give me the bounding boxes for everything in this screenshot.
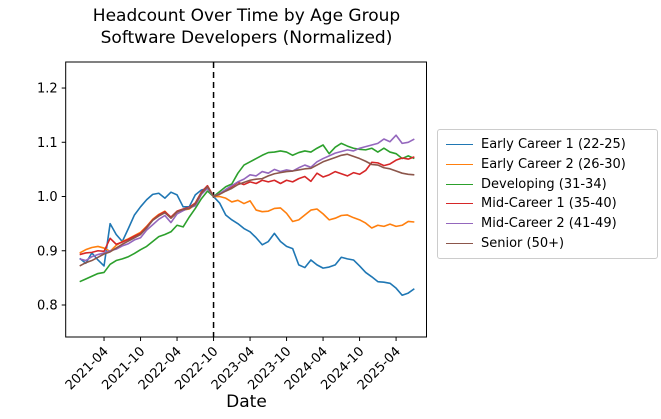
x-axis-label: Date [226, 392, 267, 412]
legend-item-1: Early Career 1 (22-25) [446, 135, 649, 155]
legend-label: Mid-Career 1 (35-40) [481, 196, 617, 212]
series-line-6 [79, 153, 415, 267]
y-tick-label: 0.8 [37, 298, 58, 313]
legend-label: Early Career 1 (22-25) [481, 137, 626, 153]
legend-item-4: Mid-Career 1 (35-40) [446, 194, 649, 214]
legend-item-2: Early Career 2 (26-30) [446, 155, 649, 175]
legend-item-5: Mid-Career 2 (41-49) [446, 214, 649, 234]
y-tick-label: 1.2 [37, 82, 58, 97]
legend-line-sample [446, 164, 473, 166]
chart-title: Headcount Over Time by Age Group Softwar… [66, 5, 427, 49]
legend-line-sample [446, 223, 473, 225]
legend-line-sample [446, 144, 473, 146]
legend-line-sample [446, 183, 473, 185]
legend-label: Mid-Career 2 (41-49) [481, 216, 617, 232]
series-line-4 [79, 156, 415, 256]
legend: Early Career 1 (22-25) Early Career 2 (26… [437, 129, 658, 260]
axes-spines [65, 61, 427, 338]
legend-label: Senior (50+) [481, 235, 565, 251]
y-tick-label: 1.1 [37, 136, 58, 151]
legend-line-sample [446, 203, 473, 205]
legend-line-sample [446, 242, 473, 244]
legend-item-3: Developing (31-34) [446, 174, 649, 194]
y-tick-label: 1.0 [37, 190, 58, 205]
series-line-1 [79, 187, 415, 297]
y-tick-label: 0.9 [37, 244, 58, 259]
legend-item-6: Senior (50+) [446, 233, 649, 253]
series-line-5 [79, 134, 415, 262]
chart-title-line2: Software Developers (Normalized) [100, 28, 393, 48]
series-line-3 [79, 142, 415, 283]
chart-title-line1: Headcount Over Time by Age Group [92, 6, 401, 26]
legend-label: Developing (31-34) [481, 176, 607, 192]
legend-label: Early Career 2 (26-30) [481, 157, 626, 173]
